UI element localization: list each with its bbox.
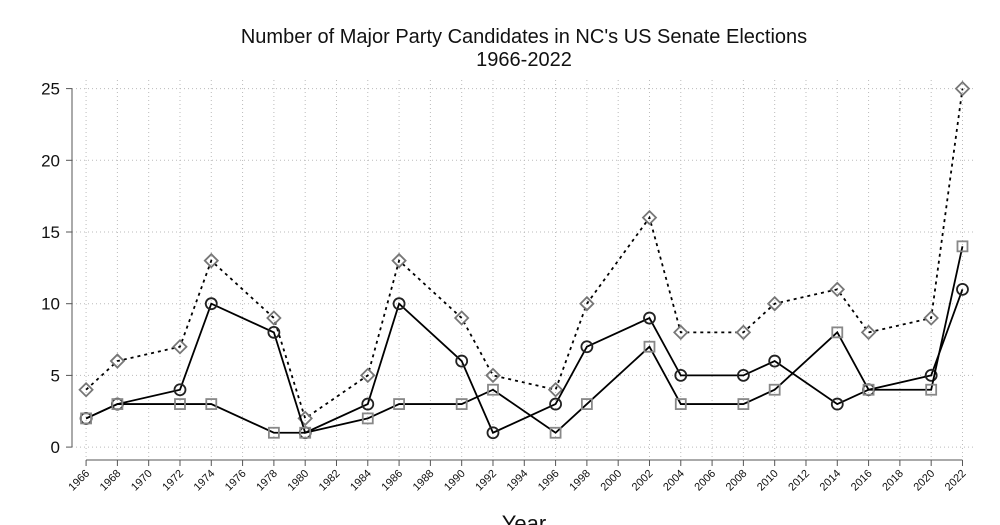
y-tick-label: 10 (41, 295, 60, 314)
marker (956, 282, 969, 296)
x-tick-label: 1970 (129, 468, 155, 494)
x-tick-label: 2006 (692, 468, 718, 494)
y-tick-label: 20 (41, 151, 60, 170)
marker (829, 281, 846, 298)
y-tick-label: 5 (51, 366, 60, 385)
marker (109, 353, 126, 369)
x-tick-label: 2000 (599, 468, 625, 494)
x-tick-label: 2012 (786, 468, 812, 494)
x-tick-label: 2002 (630, 468, 656, 494)
x-tick-label: 1988 (411, 468, 437, 494)
chart-title: Number of Major Party Candidates in NC's… (241, 26, 807, 48)
x-tick-label: 1974 (192, 468, 218, 494)
x-tick-label: 1996 (536, 468, 562, 494)
marker (485, 367, 501, 384)
marker (487, 383, 499, 396)
marker (486, 426, 500, 440)
marker (549, 426, 562, 439)
x-tick-label: 1968 (98, 468, 124, 494)
marker (768, 383, 781, 396)
marker (111, 398, 124, 410)
x-tick-label: 1994 (505, 468, 531, 494)
marker (674, 368, 688, 382)
marker (266, 310, 282, 326)
x-tick-label: 1986 (379, 468, 405, 494)
x-tick-label: 1976 (223, 468, 249, 494)
marker (641, 209, 658, 226)
series-line (85, 88, 964, 420)
marker (393, 398, 405, 410)
marker (643, 311, 656, 325)
series-line (85, 289, 964, 434)
marker (547, 381, 564, 398)
marker (831, 326, 844, 339)
series-line (85, 246, 964, 434)
x-tick-label: 1982 (317, 468, 343, 494)
chart-subtitle: 1966-2022 (476, 49, 572, 71)
x-tick-label: 1990 (442, 468, 468, 494)
marker (673, 324, 689, 341)
marker (925, 383, 938, 396)
marker (205, 398, 218, 410)
y-tick-label: 15 (41, 223, 60, 242)
x-tick-label: 2018 (880, 468, 906, 494)
x-tick-label: 1980 (286, 468, 312, 494)
marker (455, 354, 469, 368)
marker (674, 398, 687, 410)
marker (580, 340, 594, 354)
marker (203, 252, 220, 269)
marker (78, 381, 94, 398)
marker (862, 383, 875, 396)
x-tick-label: 2008 (724, 468, 750, 494)
marker (735, 324, 752, 341)
x-axis-label: Year (502, 511, 546, 525)
marker (956, 240, 969, 253)
marker (736, 368, 750, 382)
marker (391, 252, 407, 269)
x-tick-label: 1978 (254, 468, 280, 494)
x-tick-label: 2016 (849, 468, 875, 494)
marker (860, 324, 877, 341)
x-tick-label: 1966 (66, 468, 92, 494)
marker (455, 398, 468, 410)
marker (766, 295, 783, 312)
marker (361, 412, 374, 425)
marker (267, 325, 281, 339)
x-tick-label: 2010 (755, 468, 781, 494)
marker (643, 340, 656, 353)
marker (173, 383, 187, 397)
marker (80, 412, 92, 425)
marker (580, 398, 593, 410)
marker (172, 338, 188, 355)
x-tick-label: 1998 (567, 468, 593, 494)
marker (392, 297, 406, 311)
x-tick-label: 2022 (943, 468, 969, 494)
x-tick-label: 1972 (160, 468, 186, 494)
x-tick-label: 1992 (473, 468, 499, 494)
marker (768, 354, 782, 368)
y-tick-label: 25 (41, 80, 60, 99)
marker (924, 368, 938, 382)
x-tick-label: 2014 (818, 468, 844, 494)
marker (923, 310, 939, 326)
x-tick-label: 2004 (661, 468, 687, 494)
marker (360, 367, 376, 384)
marker (174, 398, 186, 410)
x-tick-label: 1984 (348, 468, 374, 494)
marker (954, 80, 971, 97)
marker (737, 398, 750, 410)
marker (267, 426, 280, 439)
marker (299, 426, 312, 439)
marker (204, 297, 218, 311)
marker (549, 397, 562, 411)
marker (453, 310, 470, 326)
y-tick-label: 0 (51, 438, 60, 457)
marker (830, 397, 844, 411)
x-tick-label: 2020 (912, 468, 938, 494)
marker (579, 295, 595, 312)
marker (361, 397, 375, 411)
